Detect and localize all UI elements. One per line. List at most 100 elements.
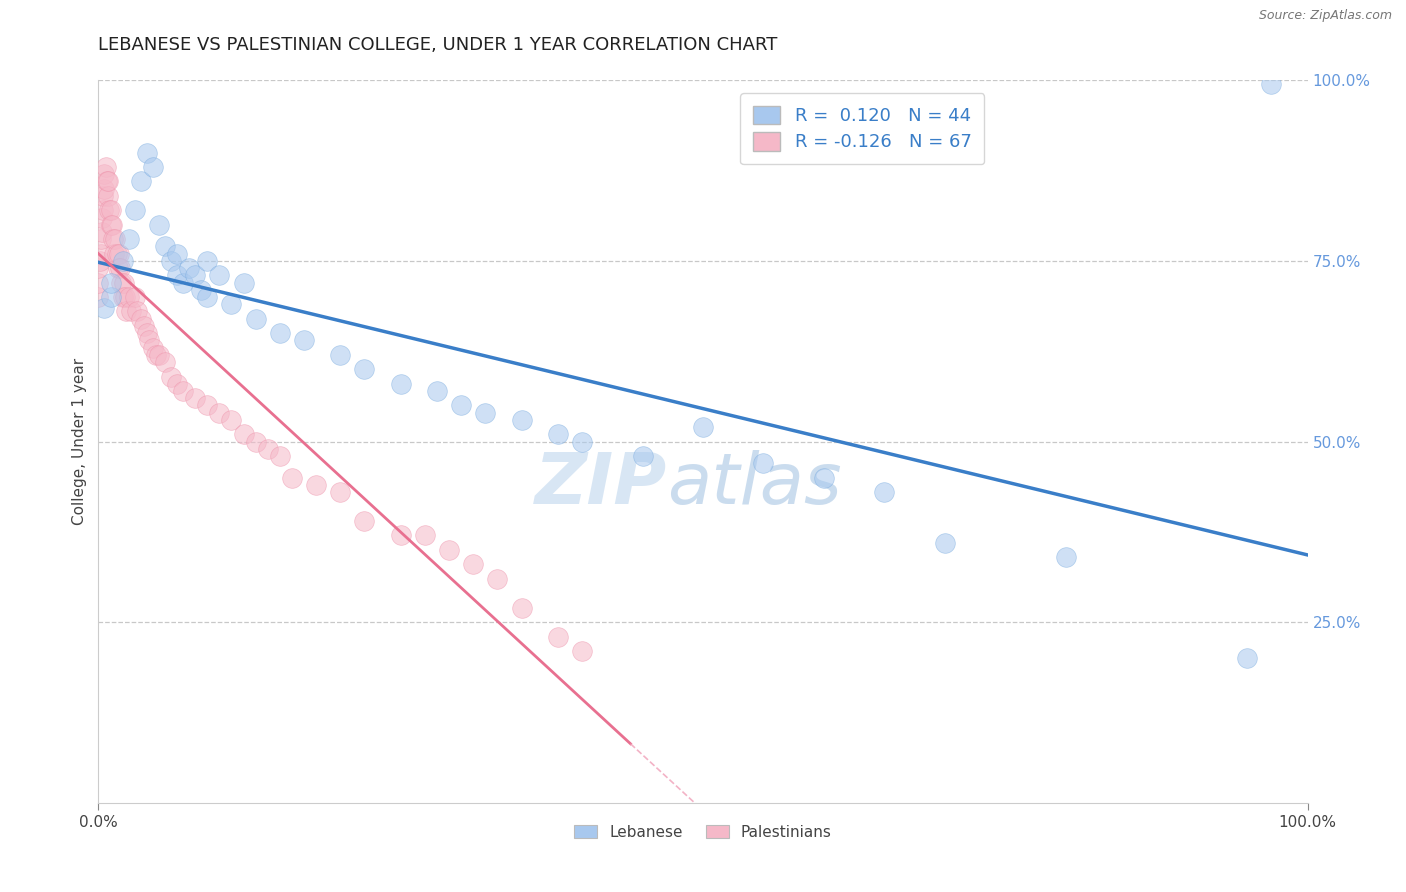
Point — [93, 301, 115, 315]
Point — [104, 232, 127, 246]
Point — [153, 355, 176, 369]
Point — [463, 558, 485, 572]
Point — [111, 253, 134, 268]
Legend: Lebanese, Palestinians: Lebanese, Palestinians — [568, 819, 838, 846]
Point — [437, 542, 460, 557]
Point — [111, 290, 134, 304]
Text: atlas: atlas — [666, 450, 841, 519]
Point — [118, 232, 141, 246]
Point — [256, 442, 278, 456]
Point — [413, 528, 436, 542]
Point — [486, 572, 509, 586]
Point — [269, 326, 291, 340]
Point — [100, 203, 122, 218]
Point — [184, 268, 207, 283]
Point — [114, 290, 136, 304]
Point — [148, 348, 170, 362]
Point — [101, 232, 124, 246]
Point — [93, 167, 115, 181]
Point — [93, 182, 115, 196]
Point — [389, 376, 412, 391]
Point — [124, 290, 146, 304]
Point — [166, 268, 188, 283]
Point — [571, 434, 593, 449]
Point — [87, 290, 110, 304]
Point — [97, 174, 120, 188]
Point — [89, 253, 111, 268]
Point — [305, 478, 328, 492]
Point — [124, 203, 146, 218]
Point — [329, 485, 352, 500]
Point — [172, 276, 194, 290]
Point — [179, 261, 201, 276]
Point — [108, 261, 131, 276]
Point — [103, 246, 125, 260]
Point — [153, 239, 176, 253]
Point — [160, 369, 183, 384]
Point — [195, 290, 218, 304]
Point — [120, 304, 142, 318]
Point — [142, 160, 165, 174]
Point — [813, 470, 835, 484]
Text: Source: ZipAtlas.com: Source: ZipAtlas.com — [1258, 9, 1392, 22]
Text: ZIP: ZIP — [534, 450, 666, 519]
Point — [245, 311, 267, 326]
Point — [510, 600, 533, 615]
Y-axis label: College, Under 1 year: College, Under 1 year — [72, 358, 87, 525]
Point — [100, 218, 122, 232]
Point — [118, 290, 141, 304]
Point — [160, 253, 183, 268]
Point — [145, 348, 167, 362]
Point — [1236, 651, 1258, 665]
Point — [195, 398, 218, 412]
Point — [115, 304, 138, 318]
Point — [329, 348, 352, 362]
Point — [269, 449, 291, 463]
Point — [450, 398, 472, 412]
Point — [91, 203, 114, 218]
Point — [91, 211, 114, 225]
Point — [96, 174, 118, 188]
Point — [87, 261, 110, 276]
Point — [292, 334, 315, 348]
Point — [98, 203, 121, 218]
Point — [135, 145, 157, 160]
Point — [245, 434, 267, 449]
Point — [232, 276, 254, 290]
Point — [97, 189, 120, 203]
Point — [353, 514, 375, 528]
Point — [221, 413, 243, 427]
Point — [510, 413, 533, 427]
Point — [1260, 77, 1282, 91]
Point — [631, 449, 654, 463]
Point — [94, 160, 117, 174]
Point — [112, 276, 135, 290]
Point — [110, 276, 132, 290]
Point — [208, 406, 231, 420]
Point — [547, 630, 569, 644]
Point — [87, 276, 110, 290]
Point — [91, 225, 114, 239]
Point — [129, 311, 152, 326]
Point — [100, 218, 122, 232]
Point — [90, 246, 112, 260]
Point — [934, 535, 956, 549]
Point — [108, 246, 131, 260]
Point — [426, 384, 449, 398]
Point — [107, 261, 129, 276]
Point — [90, 232, 112, 246]
Point — [138, 334, 160, 348]
Point — [134, 318, 156, 333]
Point — [474, 406, 496, 420]
Point — [353, 362, 375, 376]
Point — [166, 376, 188, 391]
Point — [547, 427, 569, 442]
Point — [166, 246, 188, 260]
Point — [221, 297, 243, 311]
Point — [129, 174, 152, 188]
Point — [571, 644, 593, 658]
Point — [148, 218, 170, 232]
Point — [389, 528, 412, 542]
Point — [195, 253, 218, 268]
Point — [135, 326, 157, 340]
